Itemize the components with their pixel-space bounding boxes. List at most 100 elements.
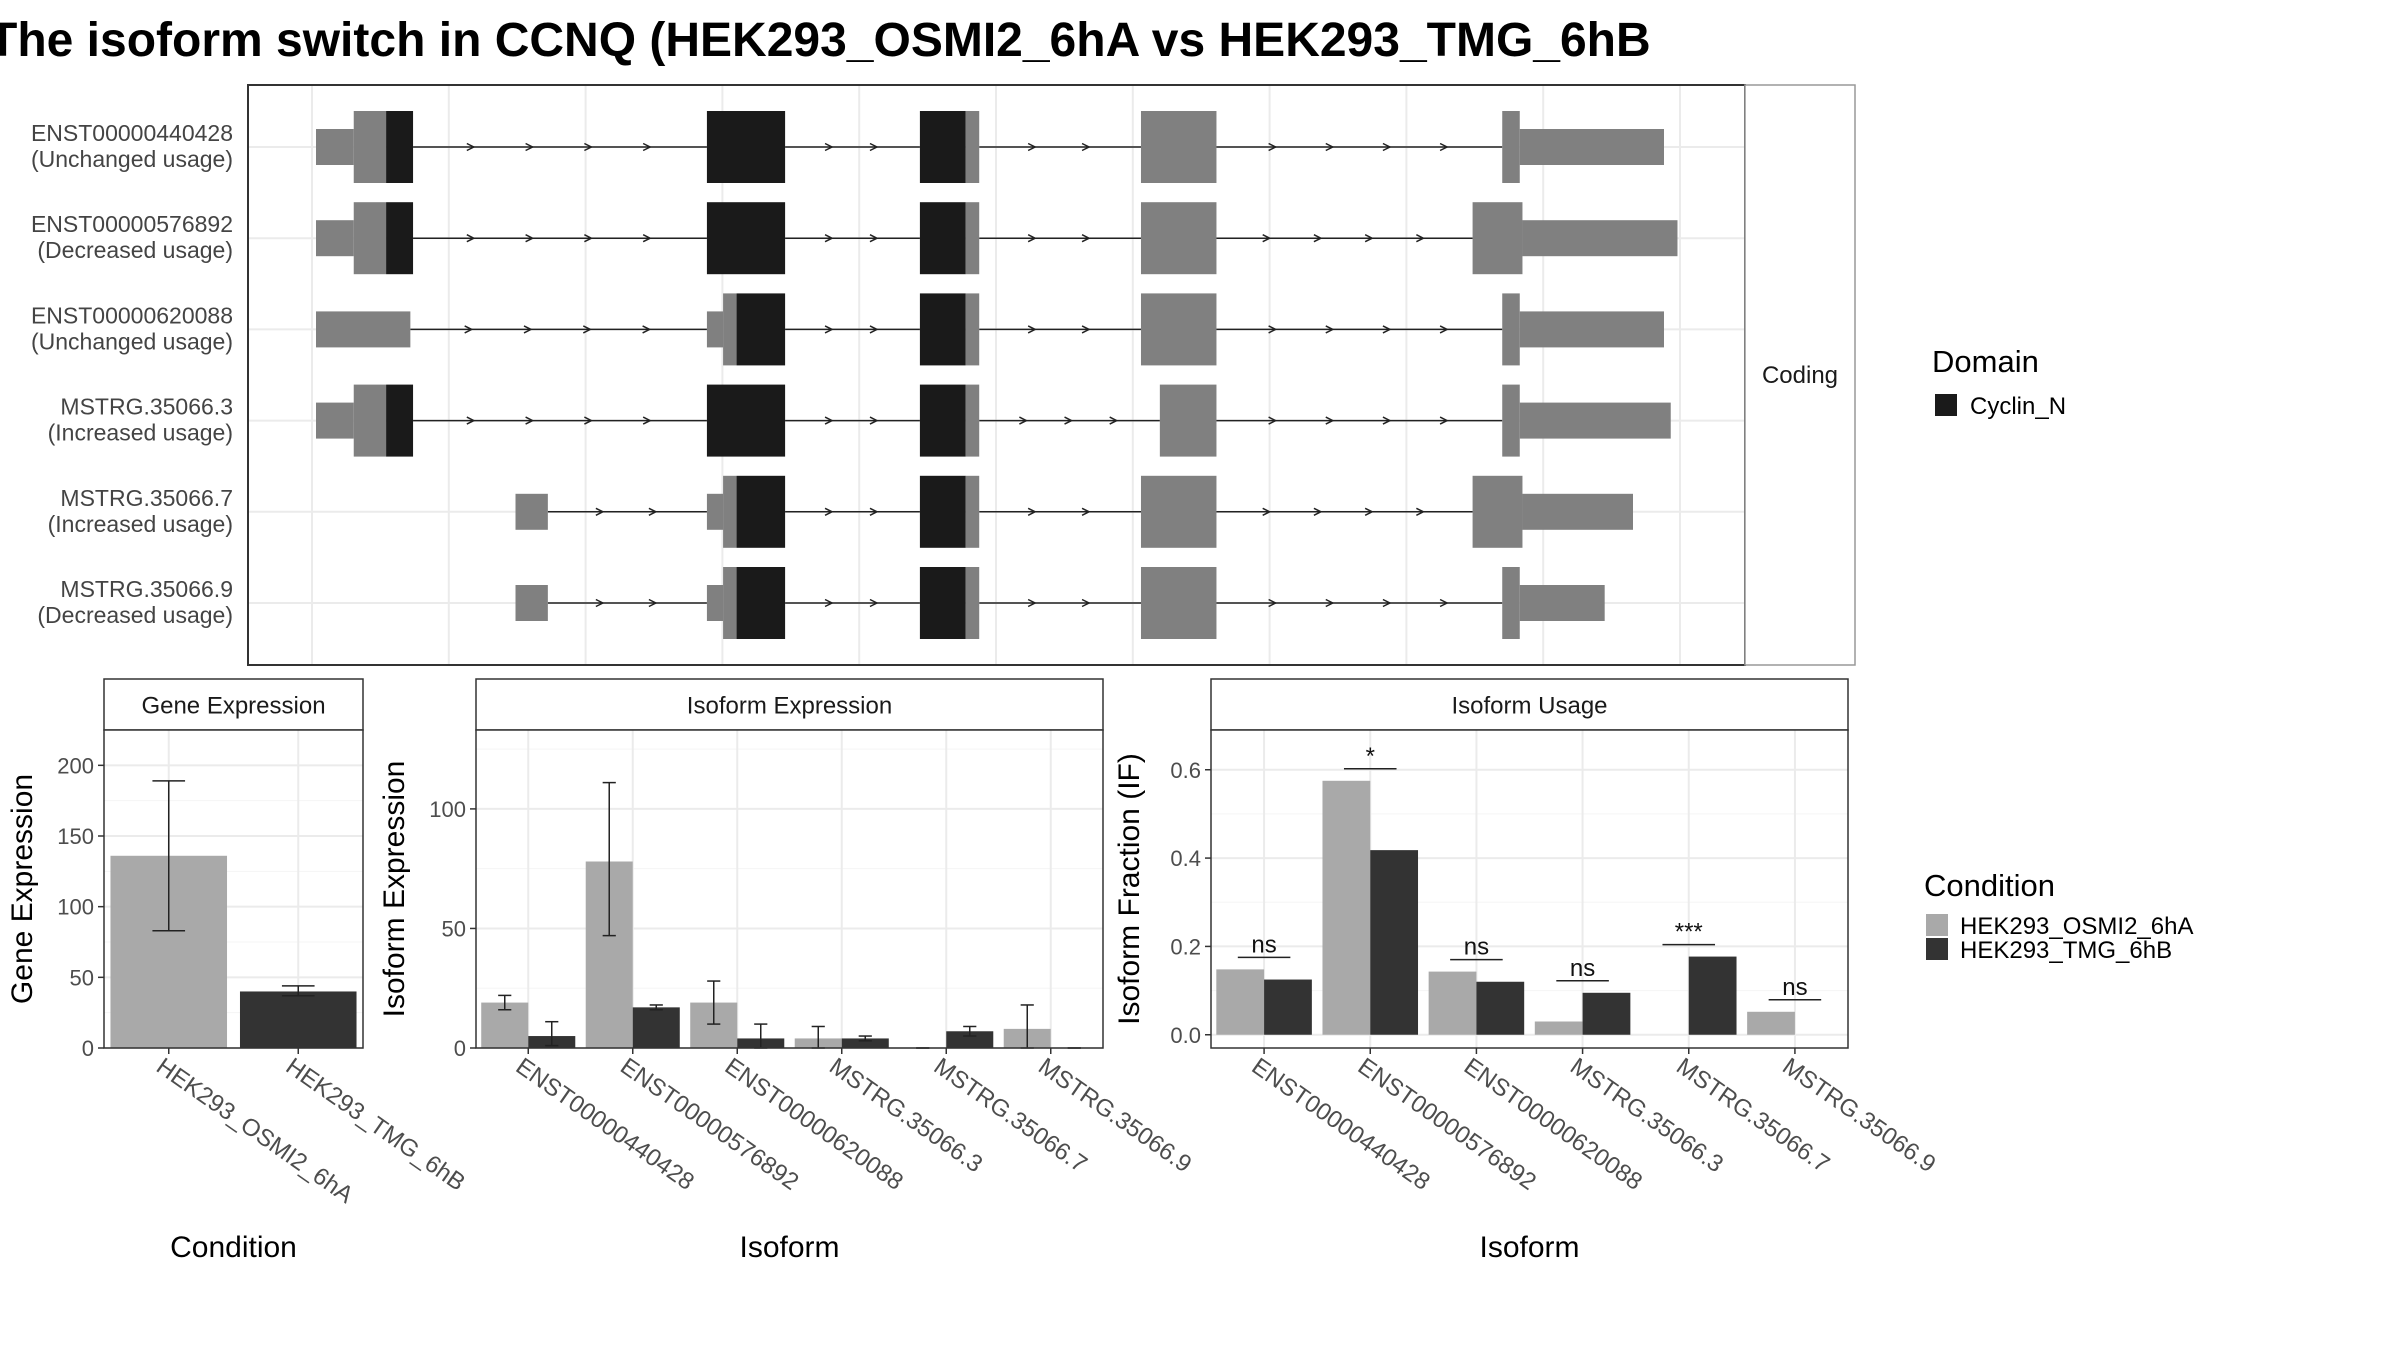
domain-exon <box>919 293 966 366</box>
exon <box>723 293 737 366</box>
transcript-status-label: (Unchanged usage) <box>31 146 233 172</box>
intron-arrow <box>1439 416 1449 425</box>
bar <box>1747 1011 1795 1035</box>
intron-arrow <box>1439 598 1449 608</box>
y-axis-title: Gene Expression <box>6 774 39 1004</box>
intron-arrow <box>1027 142 1037 152</box>
domain-exon <box>706 202 786 275</box>
plot-background <box>1211 730 1848 1048</box>
domain-exon <box>919 111 966 183</box>
panel-strip <box>1210 678 1849 731</box>
bar <box>1264 979 1312 1035</box>
exon <box>1140 567 1217 639</box>
intron-arrow <box>869 234 879 243</box>
exon <box>723 567 737 639</box>
y-tick-label: 0.0 <box>1170 1023 1201 1048</box>
intron-arrow <box>584 416 594 425</box>
coding-strip-label: Coding <box>1762 362 1838 389</box>
intron-arrow <box>1382 598 1392 608</box>
intron-arrow <box>1081 325 1091 334</box>
domain-exon <box>386 111 414 183</box>
intron-arrow <box>1081 598 1091 608</box>
intron-arrow <box>1262 234 1272 243</box>
intron-arrow <box>595 507 605 516</box>
intron-arrow <box>869 325 879 334</box>
bar <box>1688 956 1737 1035</box>
x-tick-label: ENST00000440428 <box>511 1053 699 1196</box>
y-tick-label: 0 <box>82 1036 94 1061</box>
transcript-status-label: (Unchanged usage) <box>31 328 233 354</box>
intron-arrow <box>525 234 535 243</box>
exon <box>316 402 354 439</box>
bar <box>1370 850 1419 1035</box>
exon <box>965 293 980 366</box>
x-axis-title: Isoform <box>739 1231 839 1264</box>
transcript-id-label: ENST00000620088 <box>31 302 233 328</box>
domain-legend: Domain Cyclin_N <box>1932 344 2066 420</box>
intron-arrow <box>1081 507 1091 516</box>
transcript-labels: ENST00000440428(Unchanged usage)ENST0000… <box>31 120 233 628</box>
exon <box>1519 402 1671 439</box>
intron-arrow <box>466 142 476 152</box>
transcript-id-label: MSTRG.35066.7 <box>60 485 233 511</box>
exon <box>965 202 980 275</box>
intron-arrow <box>1109 416 1119 425</box>
exon <box>1140 202 1217 275</box>
domain-exon <box>919 567 966 639</box>
exon <box>1140 293 1217 366</box>
x-tick-label: ENST00000620088 <box>720 1053 908 1196</box>
intron-arrow <box>642 416 652 425</box>
bar <box>1428 971 1477 1035</box>
intron-arrow <box>525 142 535 152</box>
condition-legend-item-2: HEK293_TMG_6hB <box>1960 937 2172 964</box>
bar <box>239 991 357 1048</box>
exon <box>353 384 387 457</box>
intron-arrow <box>824 234 834 243</box>
y-axis-title: Isoform Fraction (IF) <box>1113 753 1146 1025</box>
intron-arrow <box>824 325 834 334</box>
y-tick-label: 100 <box>429 797 466 822</box>
domain-legend-key <box>1935 394 1957 416</box>
panel-strip <box>475 678 1104 731</box>
exon <box>1519 585 1605 621</box>
significance-label: *** <box>1675 919 1703 946</box>
coding-strip <box>1744 84 1856 666</box>
intron-arrow <box>1313 507 1323 516</box>
intron-arrow <box>869 416 879 425</box>
x-tick-label: ENST00000440428 <box>1247 1053 1435 1196</box>
domain-exon <box>706 384 786 457</box>
intron-arrow <box>1325 325 1335 334</box>
panel-strip-label: Gene Expression <box>141 693 325 720</box>
plot-border <box>475 729 1104 1049</box>
y-tick-label: 100 <box>57 895 94 920</box>
significance-label: ns <box>1782 974 1807 1001</box>
exon <box>1472 202 1523 275</box>
intron-arrow <box>525 416 535 425</box>
isoform-usage-panel: Isoform Usage ns * ns ns *** ns 0.0 0.2 0.4 0.6 ENS… <box>1113 678 1940 1264</box>
intron-arrow <box>1439 325 1449 334</box>
bar <box>632 1007 680 1048</box>
transcript-track-3 <box>316 293 1664 366</box>
intron-arrow <box>595 598 605 608</box>
bar <box>1322 780 1371 1035</box>
transcript-status-label: (Decreased usage) <box>37 602 233 628</box>
condition-legend-title: Condition <box>1924 868 2055 903</box>
y-tick-label: 50 <box>442 916 466 941</box>
transcript-structure-panel: Coding ENST00000440428(Unchanged usage)E… <box>31 84 1856 666</box>
intron-arrow <box>1081 234 1091 243</box>
intron-arrow <box>466 416 476 425</box>
intron-arrow <box>1064 416 1074 425</box>
intron-arrow <box>648 507 658 516</box>
exon <box>1472 475 1523 548</box>
condition-legend-key-2 <box>1926 938 1948 960</box>
panel-strip <box>103 678 364 731</box>
x-tick-label: ENST00000620088 <box>1459 1053 1647 1196</box>
y-tick-label: 200 <box>57 753 94 778</box>
intron-arrow <box>1364 234 1374 243</box>
exon <box>706 585 724 621</box>
intron-arrow <box>1262 507 1272 516</box>
condition-legend-item-1: HEK293_OSMI2_6hA <box>1960 913 2193 940</box>
exon <box>353 111 387 183</box>
intron-arrow <box>1325 142 1335 152</box>
